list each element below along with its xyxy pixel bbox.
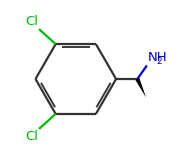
Text: NH: NH [148,51,167,64]
Text: Cl: Cl [25,15,38,28]
Polygon shape [135,78,146,98]
Text: 2: 2 [156,57,161,66]
Text: Cl: Cl [25,130,38,143]
